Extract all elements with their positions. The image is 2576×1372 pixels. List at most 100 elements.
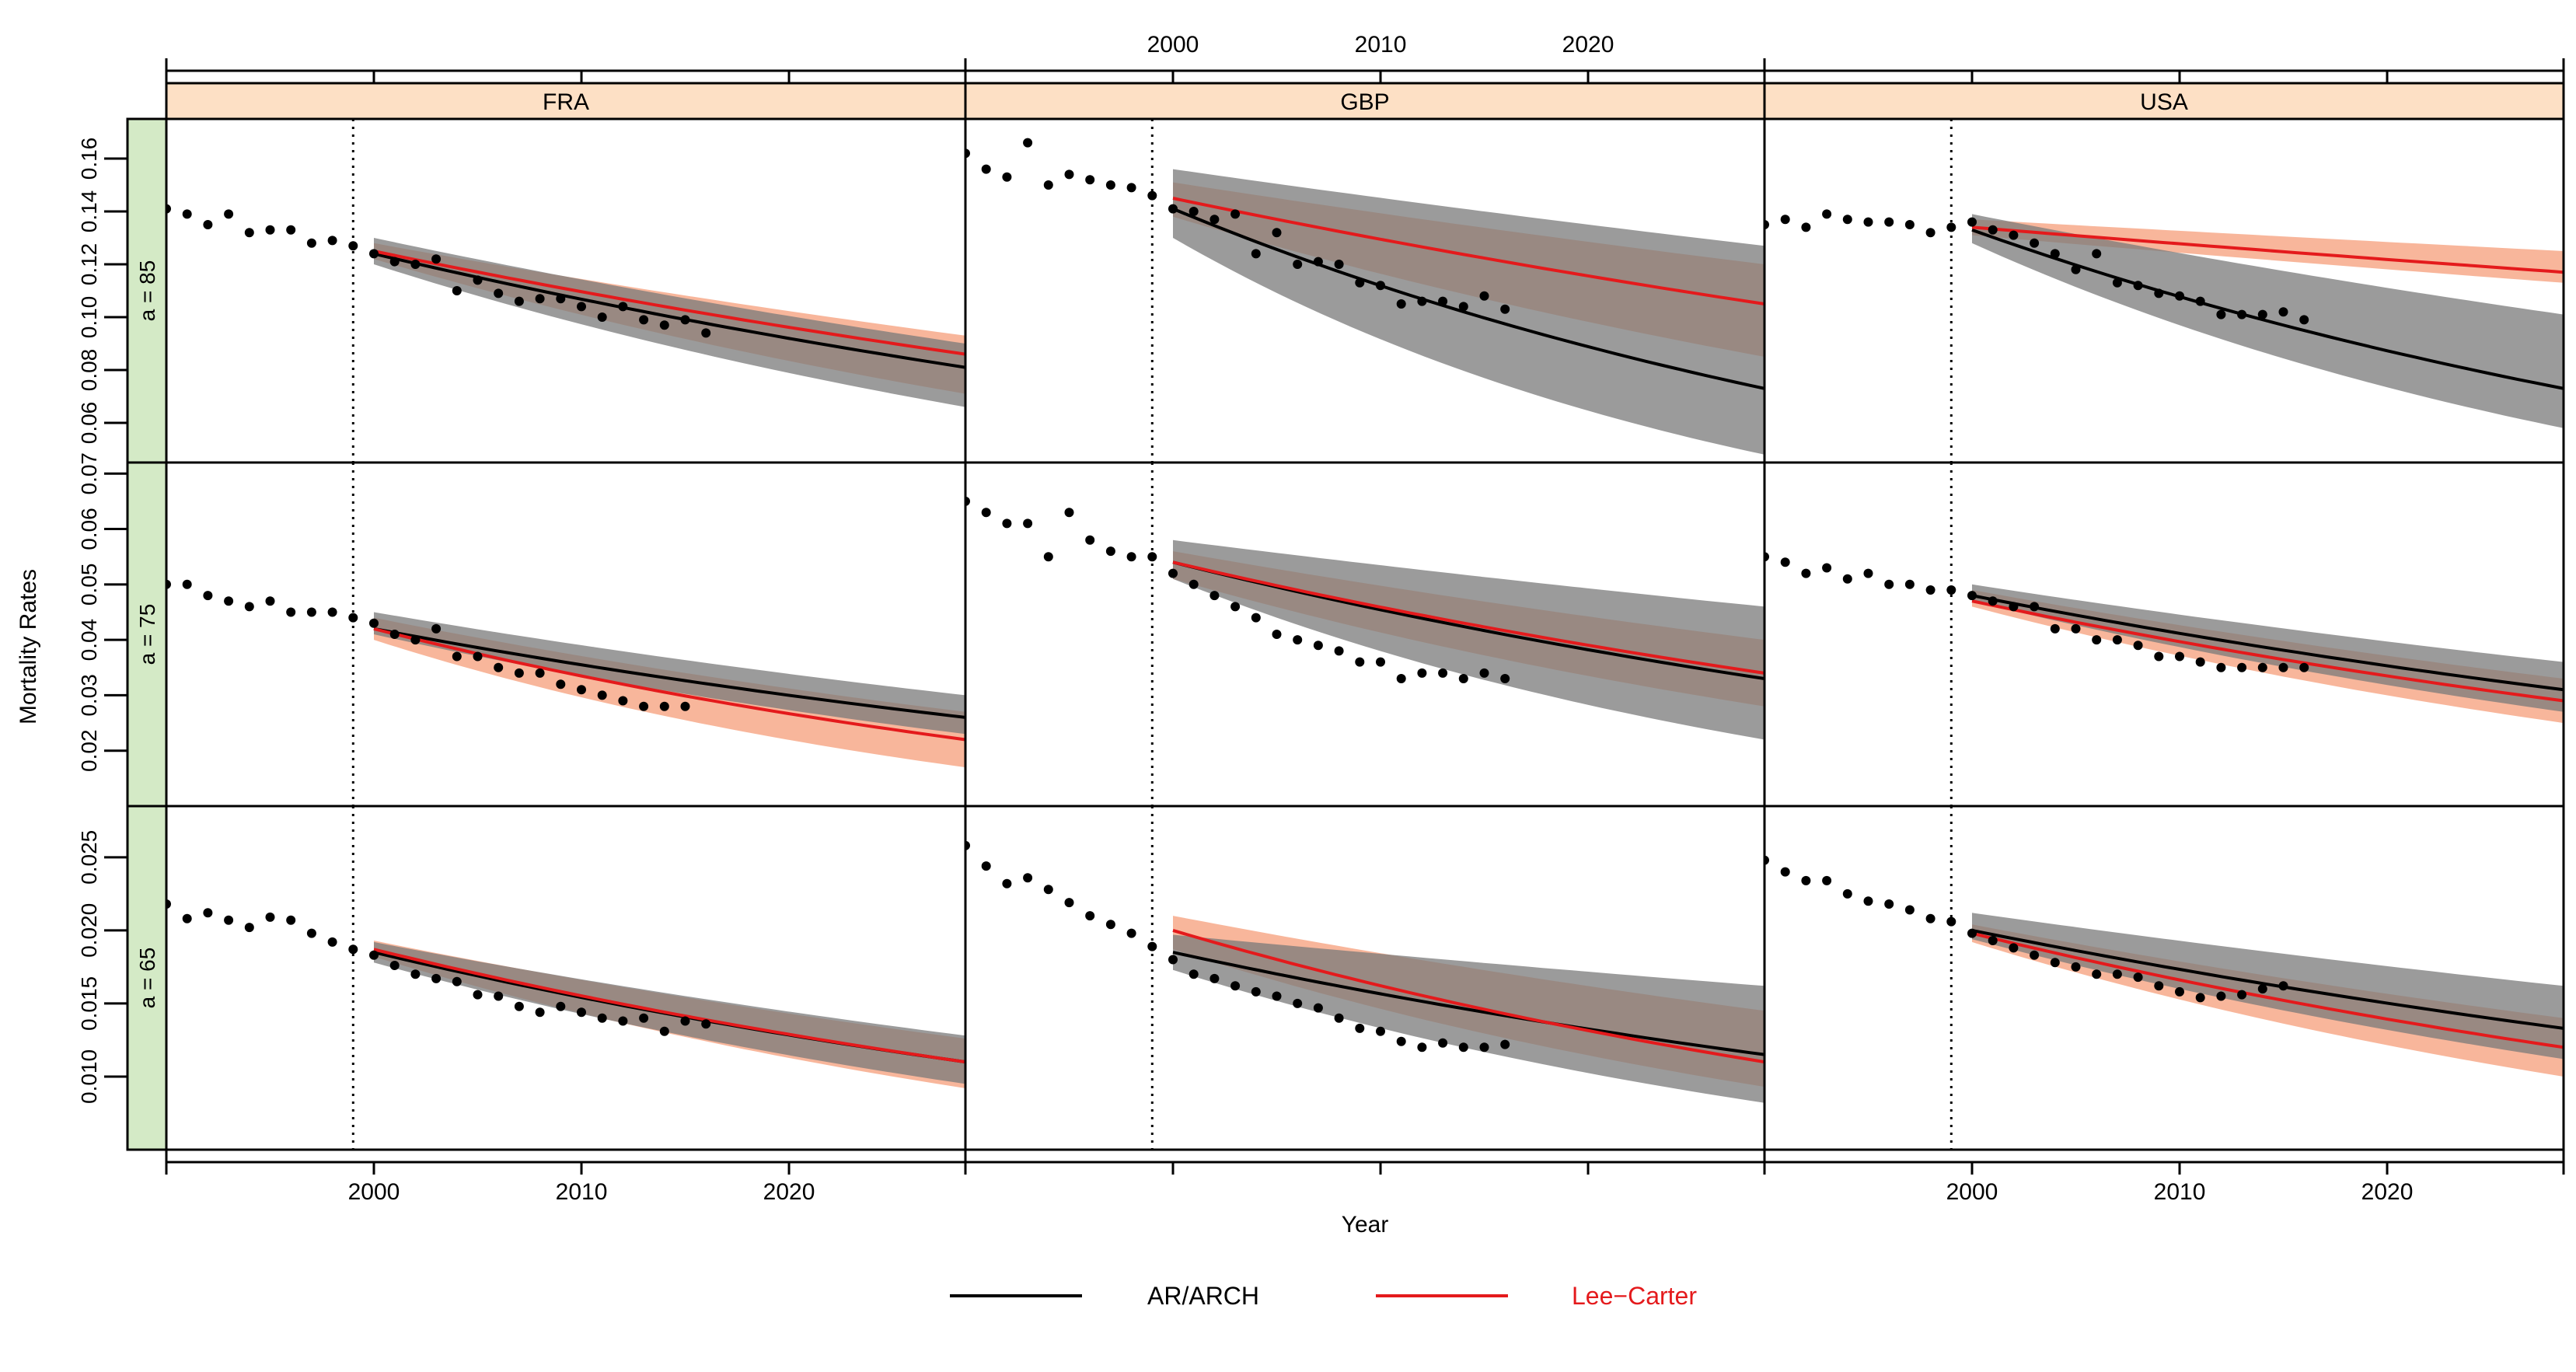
ararch-line-usa-a-65 [1971,928,2564,1030]
observed-point-gbp-a-65-2000 [1168,955,1178,965]
observed-point-gbp-a-65-2012 [1417,1042,1427,1053]
observed-point-fra-a-85-2014 [659,320,669,330]
observed-point-usa-a-75-2015 [2278,662,2288,672]
observed-point-fra-a-75-2005 [473,651,483,662]
observed-point-fra-a-65-2003 [431,973,442,983]
observed-point-usa-a-85-1996 [1884,217,1894,227]
observed-point-usa-a-85-1995 [1863,217,1873,227]
y-tick-label-a-75-4: 0.06 [77,508,101,550]
x-tick-label-bottom-usa-2000: 2000 [1946,1179,1998,1205]
observed-point-gbp-a-85-1993 [1023,138,1033,148]
observed-point-usa-a-65-2015 [2278,981,2288,991]
lee-carter-line-usa-a-75 [1971,599,2564,703]
ararch-line-usa-a-85 [1971,228,2564,390]
observed-point-usa-a-65-1998 [1925,913,1935,923]
panel-fra-a-75 [165,461,967,808]
observed-point-usa-a-75-2016 [2299,662,2309,672]
observed-point-usa-a-85-2014 [2257,309,2267,319]
observed-point-gbp-a-85-2003 [1230,209,1241,219]
observed-point-fra-a-65-2005 [473,990,483,1000]
observed-point-fra-a-65-1996 [286,915,296,925]
observed-point-fra-a-85-2000 [369,249,379,259]
y-tick-label-a-85-4: 0.14 [77,190,101,233]
x-tick-label-bottom-usa-2020: 2020 [2361,1179,2414,1205]
observed-point-gbp-a-85-2012 [1417,296,1427,306]
strip-label-gbp: GBP [1340,89,1389,115]
lee-carter-line-fra-a-85 [373,250,965,356]
y-tick-label-a-85-2: 0.10 [77,296,101,339]
observed-point-usa-a-65-1991 [1780,867,1790,877]
y-axis-label: Mortality Rates [16,569,41,724]
observed-point-fra-a-85-1993 [224,209,234,219]
observed-point-fra-a-75-2009 [556,679,566,689]
observed-point-gbp-a-65-2003 [1230,981,1241,991]
lee-carter-line-usa-a-85 [1971,225,2564,274]
observed-point-usa-a-65-2007 [2112,969,2122,979]
observed-point-gbp-a-85-1995 [1064,169,1074,180]
observed-point-fra-a-75-2010 [577,685,586,695]
observed-point-gbp-a-65-1998 [1126,928,1136,938]
observed-point-usa-a-85-2010 [2175,291,2184,301]
observed-point-fra-a-65-1993 [224,915,234,925]
observed-point-usa-a-65-2003 [2030,950,2040,960]
observed-point-usa-a-75-1993 [1822,563,1832,573]
observed-point-fra-a-75-1993 [224,596,234,606]
observed-point-usa-a-65-2008 [2133,972,2143,983]
observed-point-usa-a-65-1992 [1801,875,1811,885]
observed-point-usa-a-65-1999 [1946,916,1956,927]
observed-point-gbp-a-65-2009 [1355,1023,1365,1033]
observed-point-usa-a-75-1999 [1946,585,1956,595]
observed-point-usa-a-75-2011 [2195,657,2205,667]
observed-point-fra-a-85-2010 [577,302,586,312]
lee-carter-line-gbp-a-85 [1172,197,1764,305]
observed-point-gbp-a-75-1998 [1126,552,1136,562]
age-strip-label-a-85: a = 85 [135,260,159,322]
observed-point-usa-a-85-2001 [1988,225,1998,235]
observed-point-usa-a-75-1995 [1863,568,1873,578]
observed-point-usa-a-65-2004 [2050,958,2060,968]
strip-usa [1763,82,2565,120]
observed-point-gbp-a-75-2011 [1396,674,1406,683]
observed-point-fra-a-75-1998 [327,607,337,617]
observed-point-gbp-a-65-2015 [1479,1042,1489,1053]
observed-point-usa-a-75-2001 [1988,596,1998,606]
observed-point-usa-a-75-1991 [1780,557,1790,567]
observed-point-gbp-a-75-2002 [1209,591,1220,601]
observed-point-gbp-a-85-1999 [1147,190,1157,201]
observed-point-usa-a-75-2013 [2237,662,2247,672]
age-strip-label-a-75: a = 75 [135,604,159,665]
observed-point-fra-a-75-1996 [286,607,296,617]
y-tick-label-a-75-5: 0.07 [77,452,101,495]
age-strip-label-a-65: a = 65 [135,948,159,1009]
observed-point-usa-a-75-1998 [1925,585,1935,595]
observed-point-fra-a-65-1998 [327,937,337,947]
legend-label-ararch: AR/ARCH [1147,1282,1259,1310]
observed-point-fra-a-65-1999 [348,944,358,955]
observed-point-usa-a-65-2009 [2154,981,2164,991]
observed-point-usa-a-65-2010 [2175,986,2184,997]
y-tick-label-a-85-0: 0.06 [77,402,101,445]
observed-point-fra-a-75-2015 [680,701,690,711]
observed-point-usa-a-75-2007 [2112,635,2122,645]
observed-point-gbp-a-85-1997 [1105,180,1115,190]
legend-label-lee-carter: Lee−Carter [1572,1282,1697,1310]
ararch-band-fra-a-85 [374,238,965,407]
panel-usa-a-75 [1763,461,2565,808]
observed-point-gbp-a-85-2001 [1189,207,1199,216]
observed-point-usa-a-85-1998 [1925,228,1935,238]
observed-point-fra-a-75-2001 [389,630,400,639]
observed-point-gbp-a-75-2008 [1334,646,1344,656]
observed-point-usa-a-85-2005 [2071,264,2081,274]
observed-point-gbp-a-65-2006 [1293,998,1303,1008]
observed-point-gbp-a-75-1993 [1023,518,1033,529]
observed-point-usa-a-85-1999 [1946,222,1956,232]
strip-label-fra: FRA [543,89,589,115]
observed-point-gbp-a-75-1992 [1002,518,1012,529]
observed-point-gbp-a-75-2012 [1417,668,1427,678]
lee-carter-line-fra-a-65 [373,948,965,1064]
observed-point-fra-a-75-2007 [514,668,524,678]
observed-point-fra-a-75-2003 [431,623,442,634]
observed-point-fra-a-75-2000 [369,618,379,628]
panel-usa-a-85 [1763,117,2565,464]
